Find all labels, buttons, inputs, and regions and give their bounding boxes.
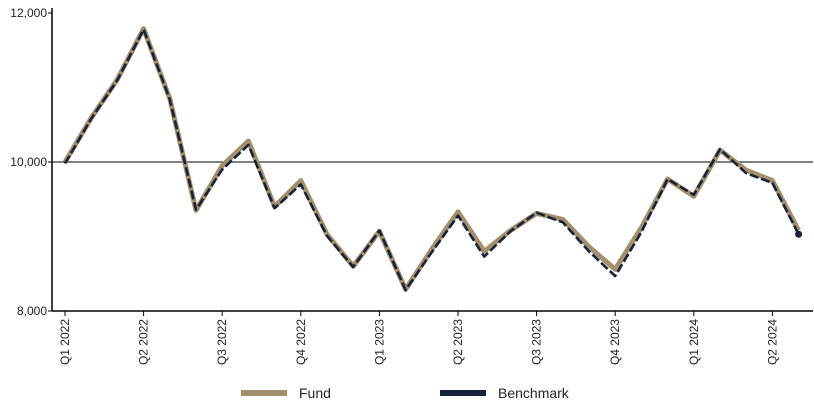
legend-label-benchmark: Benchmark [498,385,569,401]
y-tick-label: 8,000 [17,304,47,318]
x-tick-label: Q3 2023 [530,319,544,365]
x-tick-label: Q1 2023 [372,319,386,365]
legend-item-benchmark: Benchmark [440,384,569,402]
legend-label-fund: Fund [299,385,331,401]
x-tick-label: Q2 2023 [451,319,465,365]
legend: Fund Benchmark [0,384,814,402]
x-tick-label: Q2 2024 [765,319,779,365]
x-tick-label: Q3 2022 [215,319,229,365]
x-tick-label: Q1 2022 [58,319,72,365]
series-layer [62,26,803,292]
x-tick-label: Q2 2022 [137,319,151,365]
legend-item-fund: Fund [241,384,331,402]
series-line-benchmark [63,28,800,292]
y-tick-label: 10,000 [10,155,47,169]
y-tick-label: 12,000 [10,6,47,20]
series-end-marker [795,230,803,238]
x-tick-label: Q4 2023 [608,319,622,365]
x-tick-label: Q4 2022 [294,319,308,365]
y-axis: 8,000 10,000 12,000 [10,6,53,318]
legend-swatch-benchmark [440,390,486,396]
x-axis: Q1 2022 Q2 2022 Q3 2022 Q4 2022 Q1 2023 Q2 20… [52,310,813,365]
legend-swatch-fund [241,390,287,396]
x-tick-label: Q1 2024 [687,319,701,365]
